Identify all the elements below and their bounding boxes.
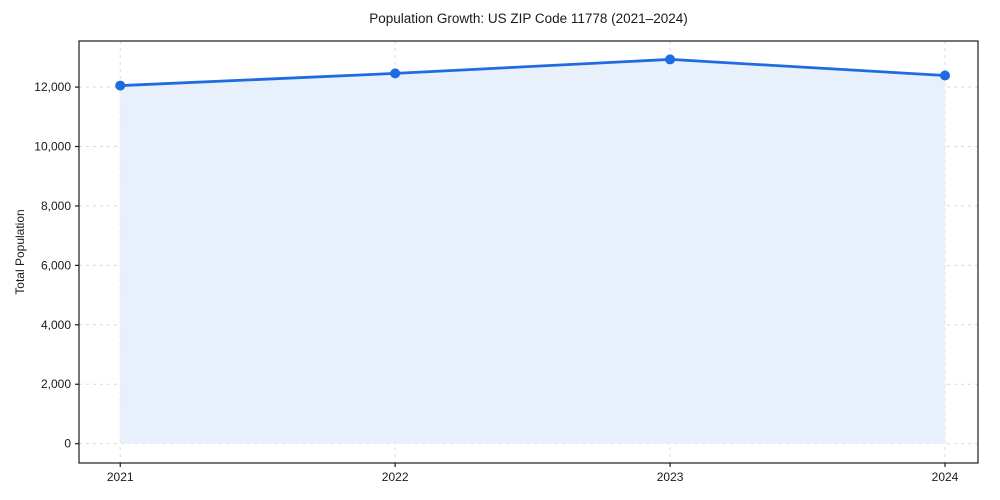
y-tick-label: 8,000 [41,199,71,213]
x-tick-label: 2023 [657,470,684,484]
x-tick-label: 2021 [107,470,134,484]
chart-title: Population Growth: US ZIP Code 11778 (20… [369,11,688,26]
y-axis-label: Total Population [13,209,27,295]
area-fill [120,59,945,444]
y-tick-label: 0 [64,437,71,451]
plot-border [78,40,979,464]
y-tick-label: 4,000 [41,318,71,332]
y-tick-label: 2,000 [41,377,71,391]
y-tick-label: 12,000 [34,80,71,94]
x-tick-label: 2024 [932,470,959,484]
y-tick-label: 6,000 [41,258,71,272]
data-point-marker [940,70,951,81]
data-point-marker [390,68,401,79]
data-point-marker [115,80,126,91]
data-point-marker [665,54,676,65]
x-tick-label: 2022 [382,470,409,484]
trend-line [118,58,947,87]
y-tick-label: 10,000 [34,140,71,154]
